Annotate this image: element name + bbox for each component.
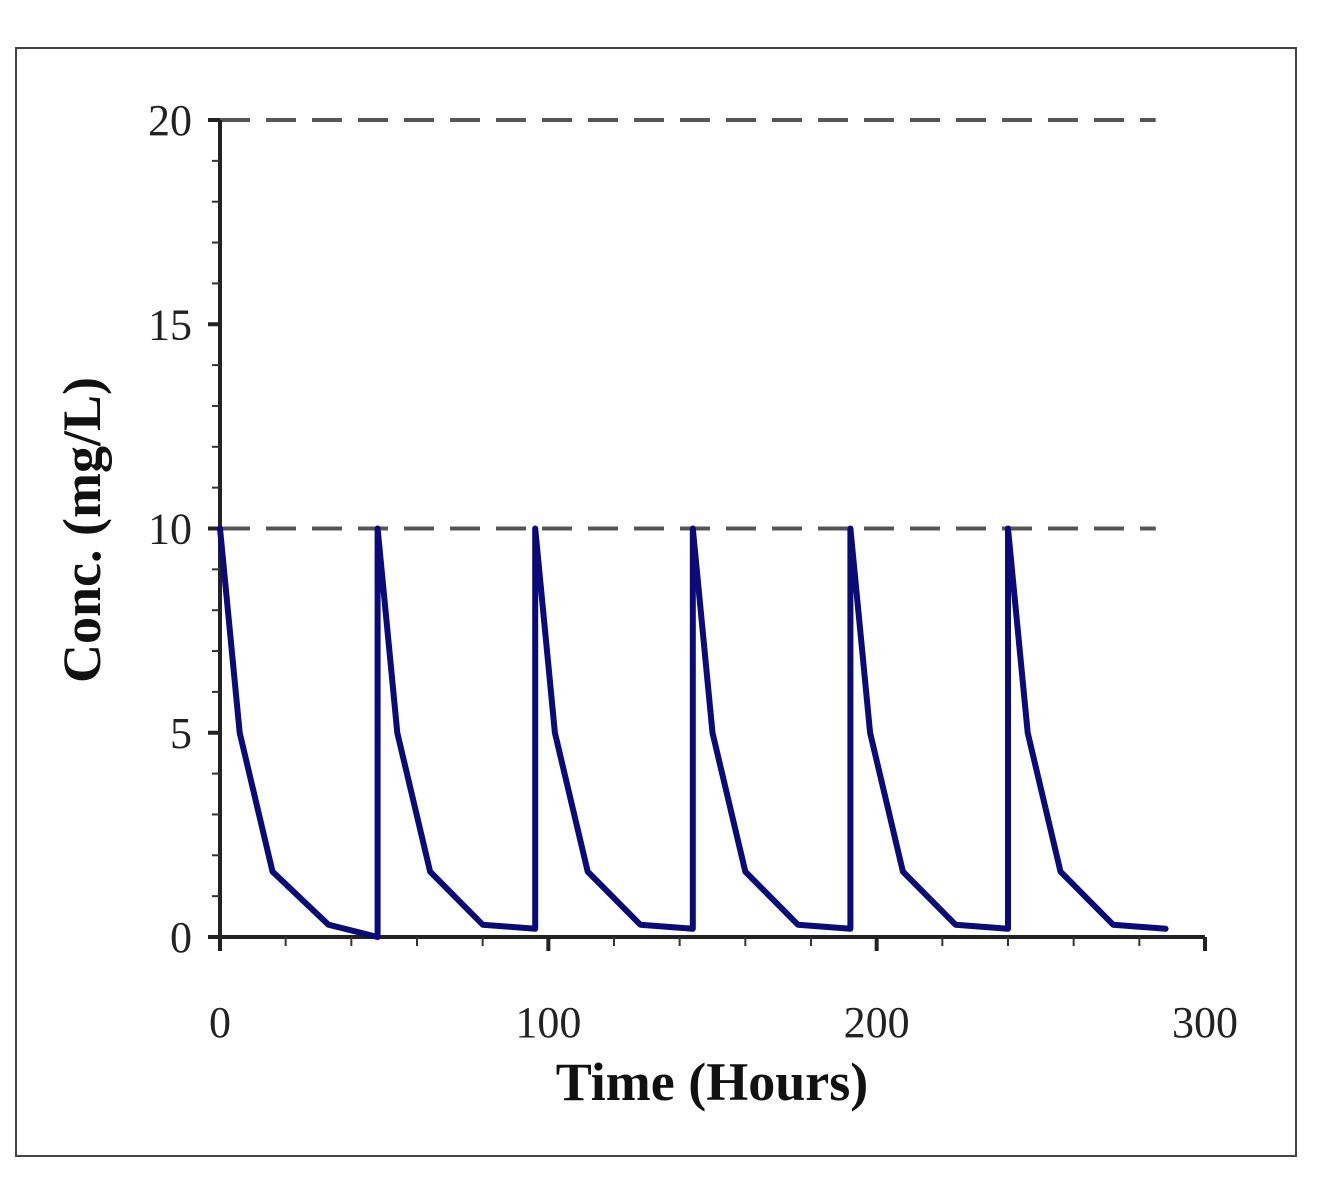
series-line-concentration bbox=[217, 525, 1169, 940]
y-tick-label: 20 bbox=[148, 96, 192, 145]
x-axis-title: Time (Hours) bbox=[556, 1052, 868, 1112]
y-ticks: 0 5 10 15 20 bbox=[148, 96, 220, 962]
reference-lines bbox=[220, 118, 1156, 531]
y-tick-label: 0 bbox=[170, 913, 192, 962]
series-group bbox=[217, 525, 1169, 940]
y-tick-label: 5 bbox=[170, 709, 192, 758]
y-tick-label: 10 bbox=[148, 505, 192, 554]
x-minor-ticks bbox=[284, 937, 1141, 946]
x-tick-label: 100 bbox=[515, 998, 581, 1047]
y-tick-label: 15 bbox=[148, 300, 192, 349]
y-axis-title: Conc. (mg/L) bbox=[52, 377, 112, 683]
x-tick-label: 200 bbox=[844, 998, 910, 1047]
x-tick-label: 0 bbox=[209, 998, 231, 1047]
y-minor-ticks bbox=[212, 159, 220, 898]
x-tick-label: 300 bbox=[1172, 998, 1238, 1047]
x-ticks: 0 100 200 300 bbox=[209, 937, 1238, 1047]
